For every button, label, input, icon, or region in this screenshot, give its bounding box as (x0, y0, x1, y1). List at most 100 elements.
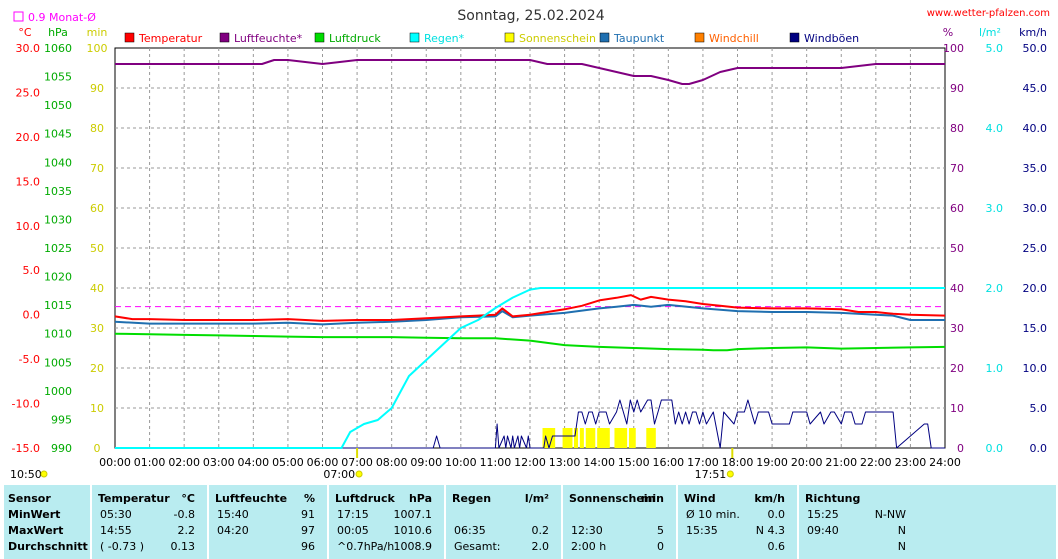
series-lines (114, 59, 946, 449)
tick-label-rain: 5.0 (986, 42, 1004, 55)
x-tick-label: 23:00 (895, 456, 927, 469)
cell-time: 2:00 h (571, 540, 607, 553)
table-col-labels: Sensor MinWert MaxWert Durchschnitt (4, 485, 90, 559)
cell-value: 0 (657, 540, 664, 553)
sunshine-bar (562, 428, 567, 448)
cell-time: ^0.7hPa/h (337, 540, 395, 553)
tick-label-pressure: 1030 (44, 213, 72, 226)
axis-unit-minutes: min (87, 26, 108, 39)
tick-label-minutes: 70 (90, 162, 104, 175)
table-col-temperatur: Temperatur °C 05:30 -0.8 14:55 2.2 ( -0.73 ) 0.… (90, 485, 207, 559)
day-length-icon (40, 470, 48, 478)
series-line-luftdruck (114, 332, 946, 352)
tick-label-wind: 5.0 (1030, 402, 1048, 415)
monthly-avg-label: 0.9 Monat-Ø (28, 11, 96, 24)
x-tick-label: 11:00 (480, 456, 512, 469)
tick-label-wind: 45.0 (1023, 82, 1048, 95)
x-tick-label: 18:00 (722, 456, 754, 469)
tick-label-minutes: 30 (90, 322, 104, 335)
cell-value: 1010.6 (393, 524, 433, 537)
tick-label-humidity: 70 (950, 162, 964, 175)
tick-label-minutes: 40 (90, 282, 104, 295)
cell-time: Ø 10 min. (686, 508, 740, 521)
tick-label-minutes: 10 (90, 402, 104, 415)
tick-label-wind: 0.0 (1030, 442, 1048, 455)
axis-unit-wind: km/h (1019, 26, 1047, 39)
x-tick-label: 02:00 (168, 456, 200, 469)
tick-label-temp: -5.0 (19, 353, 40, 366)
legend-label: Taupunkt (613, 32, 665, 45)
axis-unit-pressure: hPa (48, 26, 68, 39)
sunshine-bar (605, 428, 610, 448)
sunrise-time: 07:00 (323, 468, 355, 481)
x-tick-label: 00:00 (99, 456, 131, 469)
sunrise-icon (355, 470, 363, 478)
cell-value: 91 (301, 508, 315, 521)
tick-label-pressure: 1010 (44, 328, 72, 341)
legend-label: Windchill (709, 32, 759, 45)
tick-label-temp: 5.0 (23, 264, 41, 277)
cell-value: N (897, 540, 906, 553)
table-col-regen: Regen l/m² 06:35 0.2 Gesamt: 2.0 (444, 485, 561, 559)
legend-swatch (694, 32, 705, 43)
sunset-time: 17:51 (695, 468, 727, 481)
cell-time: 05:30 (100, 508, 132, 521)
tick-label-humidity: 20 (950, 362, 964, 375)
x-tick-label: 14:00 (583, 456, 615, 469)
series-line-windben (115, 399, 945, 449)
x-tick-label: 13:00 (549, 456, 581, 469)
legend-swatch (599, 32, 610, 43)
monthly-avg-icon (13, 11, 24, 22)
sunshine-bar (545, 428, 550, 448)
tick-label-minutes: 80 (90, 122, 104, 135)
series-line-taupunkt (114, 303, 945, 326)
axis-unit-humidity: % (943, 26, 953, 39)
cell-value: 0.0 (767, 508, 786, 521)
tick-label-humidity: 90 (950, 82, 964, 95)
table-row-label: MaxWert (8, 524, 64, 537)
weather-chart: Sonntag, 25.02.2024 www.wetter-pfalzen.c… (10, 8, 1050, 481)
tick-label-pressure: 1000 (44, 385, 72, 398)
axis-unit-rain: l/m² (979, 26, 1001, 39)
table-row-label: Sensor (8, 492, 51, 505)
sunshine-bar (585, 428, 590, 448)
cell-time: 15:25 (807, 508, 839, 521)
legend-label: Sonnenschein (519, 32, 596, 45)
tick-label-humidity: 30 (950, 322, 964, 335)
table-col-luftfeuchte: Luftfeuchte% 15:40 91 04:20 97 96 (207, 485, 327, 559)
tick-label-humidity: 100 (943, 42, 964, 55)
x-tick-label: 10:00 (445, 456, 477, 469)
sunshine-bar (617, 428, 622, 448)
sunshine-bar (603, 428, 608, 448)
cell-value: N-NW (874, 508, 906, 521)
tick-label-pressure: 995 (51, 413, 72, 426)
tick-label-wind: 20.0 (1023, 282, 1048, 295)
col-unit: min (640, 492, 664, 505)
col-title: Wind (684, 492, 716, 505)
sunshine-bar (573, 428, 578, 448)
tick-label-rain: 4.0 (986, 122, 1004, 135)
x-tick-label: 17:00 (687, 456, 719, 469)
cell-value: 2.0 (531, 540, 550, 553)
source-link[interactable]: www.wetter-pfalzen.com (927, 8, 1050, 19)
col-title: Sonnenschein (569, 492, 656, 505)
tick-label-temp: -15.0 (12, 442, 40, 455)
sunshine-bar (551, 428, 556, 448)
tick-label-humidity: 10 (950, 402, 964, 415)
sunshine-bar (548, 428, 553, 448)
tick-label-pressure: 1060 (44, 42, 72, 55)
tick-label-wind: 10.0 (1023, 362, 1048, 375)
stats-table: Sensor MinWert MaxWert Durchschnitt Temperat… (4, 485, 1056, 559)
series-line-regen (115, 287, 945, 449)
day-markers: 07:00 17:51 10:50 (10, 448, 734, 481)
sunshine-bar (620, 428, 625, 448)
cell-value: 96 (301, 540, 315, 553)
tick-label-wind: 15.0 (1023, 322, 1048, 335)
cell-value: N 4.3 (755, 524, 785, 537)
tick-label-minutes: 0 (94, 442, 101, 455)
x-tick-label: 04:00 (237, 456, 269, 469)
tick-label-wind: 35.0 (1023, 162, 1048, 175)
x-tick-label: 07:00 (341, 456, 373, 469)
legend-swatch (504, 32, 515, 43)
x-tick-label: 20:00 (791, 456, 823, 469)
